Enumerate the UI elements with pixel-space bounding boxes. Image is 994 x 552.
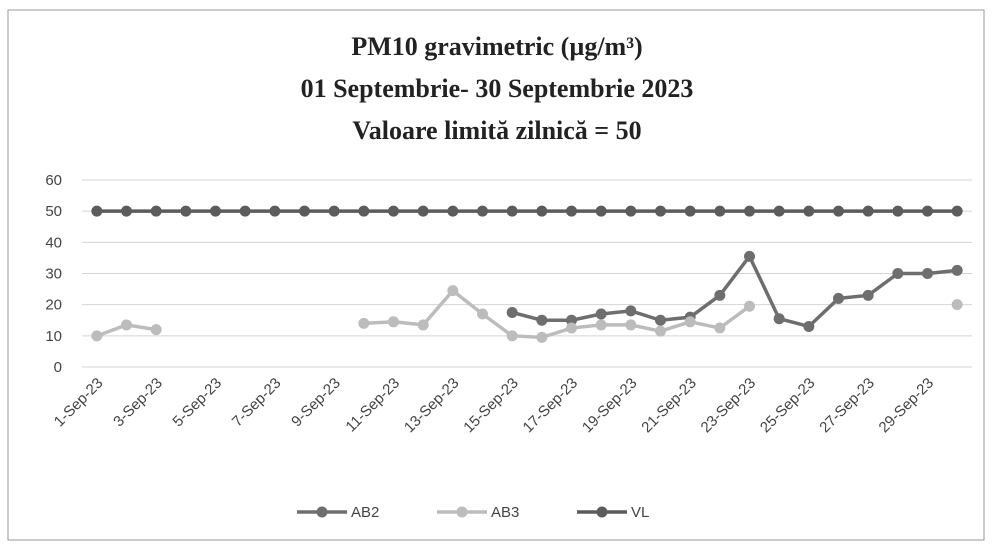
data-point — [150, 205, 162, 217]
data-point — [566, 322, 577, 334]
data-point — [595, 308, 607, 320]
data-point — [773, 205, 785, 217]
data-point — [506, 205, 518, 217]
data-point — [447, 205, 459, 217]
data-point — [150, 324, 162, 336]
series-line — [511, 253, 958, 329]
y-tick-label: 60 — [45, 172, 62, 189]
data-point — [477, 308, 488, 320]
data-point — [121, 319, 132, 331]
y-tick-label: 10 — [45, 328, 62, 345]
data-point — [744, 300, 755, 312]
data-point — [922, 205, 933, 217]
data-point — [506, 306, 518, 318]
legend-marker — [456, 506, 468, 518]
data-point — [773, 313, 785, 325]
data-point — [536, 331, 548, 343]
chart-title: 01 Septembrie- 30 Septembrie 2023 — [301, 74, 694, 103]
data-point — [536, 314, 548, 326]
legend-marker — [596, 506, 608, 518]
legend-label: AB2 — [351, 504, 379, 521]
legend-marker — [316, 506, 328, 518]
data-point — [922, 268, 933, 279]
data-point — [862, 289, 874, 301]
data-point — [388, 205, 399, 217]
data-point — [744, 205, 755, 217]
data-point — [477, 205, 488, 217]
data-point — [328, 205, 340, 217]
data-point — [714, 289, 726, 301]
data-point — [180, 205, 192, 217]
data-point — [892, 268, 904, 279]
data-point — [239, 205, 251, 217]
data-point — [625, 319, 637, 331]
chart-title: Valoare limită zilnică = 50 — [352, 116, 641, 145]
data-point — [744, 250, 755, 262]
data-point — [566, 314, 577, 326]
data-point — [684, 205, 696, 217]
data-point — [862, 205, 874, 217]
chart-frame — [7, 9, 985, 541]
y-tick-label: 50 — [45, 203, 62, 220]
data-point — [892, 205, 904, 217]
data-point — [951, 299, 963, 311]
data-point — [447, 285, 459, 297]
data-point — [625, 205, 637, 217]
data-point — [269, 205, 281, 217]
data-point — [951, 205, 963, 217]
data-point — [803, 205, 815, 217]
data-point — [833, 292, 844, 304]
data-point — [714, 322, 726, 334]
y-tick-label: 40 — [45, 234, 62, 251]
data-point — [833, 205, 844, 217]
data-point — [121, 205, 132, 217]
data-point — [358, 205, 370, 217]
y-tick-label: 0 — [54, 359, 62, 376]
legend-label: VL — [631, 504, 649, 521]
data-point — [595, 319, 607, 331]
data-point — [684, 316, 696, 328]
data-point — [655, 205, 666, 217]
data-point — [625, 305, 637, 317]
data-point — [358, 317, 370, 329]
data-point — [91, 205, 103, 217]
chart-title: PM10 gravimetric (µg/m³) — [351, 32, 642, 61]
data-point — [536, 205, 548, 217]
data-point — [417, 319, 429, 331]
data-point — [714, 205, 726, 217]
data-point — [506, 330, 518, 342]
data-point — [299, 205, 310, 217]
data-point — [210, 205, 221, 217]
data-point — [803, 320, 815, 332]
data-point — [595, 205, 607, 217]
data-point — [417, 205, 429, 217]
data-point — [566, 205, 577, 217]
data-point — [951, 264, 963, 276]
legend-label: AB3 — [491, 504, 519, 521]
data-point — [91, 330, 103, 342]
y-tick-label: 30 — [45, 266, 62, 283]
y-tick-label: 20 — [45, 297, 62, 314]
data-point — [655, 314, 666, 326]
data-point — [388, 316, 399, 328]
data-point — [655, 325, 666, 337]
